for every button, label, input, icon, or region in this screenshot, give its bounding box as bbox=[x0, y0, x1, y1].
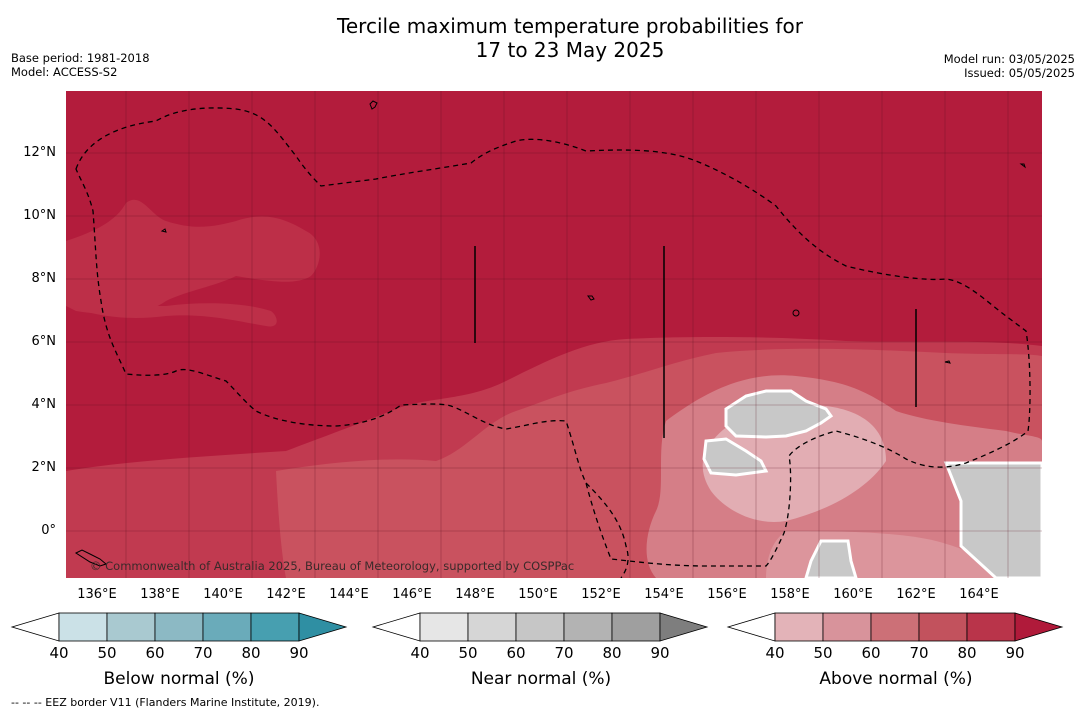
lon-label-152e: 152°E bbox=[581, 587, 621, 602]
lon-label-144e: 144°E bbox=[329, 587, 369, 602]
island-chuuk bbox=[587, 295, 595, 301]
colorbar-below-segment bbox=[250, 612, 300, 642]
island-east bbox=[1019, 163, 1026, 169]
colorbar-near-segment bbox=[515, 612, 565, 642]
lon-label-142e: 142°E bbox=[266, 587, 306, 602]
colorbar-below-title: Below normal (%) bbox=[103, 669, 255, 689]
colorbar-below-segment bbox=[106, 612, 156, 642]
above-tick-50: 50 bbox=[813, 644, 833, 662]
colorbar-below-segment bbox=[154, 612, 204, 642]
below-tick-80: 80 bbox=[241, 644, 261, 662]
colorbar-above-low-extension bbox=[726, 612, 776, 642]
colorbar-above-title: Above normal (%) bbox=[819, 669, 973, 689]
near-normal-blob-2 bbox=[702, 437, 769, 477]
near-normal-blob-3 bbox=[943, 461, 1042, 578]
model-run: Model run: 03/05/2025 bbox=[943, 52, 1075, 66]
near-normal-blob-4 bbox=[804, 539, 858, 578]
colorbar-near-segment bbox=[467, 612, 517, 642]
lon-label-158e: 158°E bbox=[770, 587, 810, 602]
near-tick-40: 40 bbox=[410, 644, 430, 662]
colorbars bbox=[10, 612, 1064, 642]
eez-footnote: -- -- -- EEZ border V11 (Flanders Marine… bbox=[11, 696, 320, 709]
colorbar-below-high-extension bbox=[298, 612, 348, 642]
above-tick-90: 90 bbox=[1005, 644, 1025, 662]
below-tick-60: 60 bbox=[145, 644, 165, 662]
above-tick-70: 70 bbox=[909, 644, 929, 662]
colorbar-above-segment bbox=[966, 612, 1016, 642]
above-tick-40: 40 bbox=[765, 644, 785, 662]
island-guam bbox=[369, 100, 378, 110]
above-tick-60: 60 bbox=[861, 644, 881, 662]
lat-label-8n: 8°N bbox=[31, 271, 57, 286]
island-kosrae bbox=[944, 360, 951, 364]
below-tick-70: 70 bbox=[193, 644, 213, 662]
near-tick-50: 50 bbox=[458, 644, 478, 662]
issued-date: Issued: 05/05/2025 bbox=[964, 66, 1075, 80]
below-tick-40: 40 bbox=[49, 644, 69, 662]
lon-label-162e: 162°E bbox=[896, 587, 936, 602]
colorbar-near-title: Near normal (%) bbox=[470, 669, 612, 689]
lat-label-12n: 12°N bbox=[23, 145, 56, 160]
base-period: Base period: 1981-2018 bbox=[11, 51, 150, 65]
lon-label-156e: 156°E bbox=[707, 587, 747, 602]
lon-label-160e: 160°E bbox=[833, 587, 873, 602]
lon-label-164e: 164°E bbox=[959, 587, 999, 602]
graticule bbox=[66, 91, 1042, 578]
colorbar-near-segment bbox=[419, 612, 469, 642]
colorbar-below-low-extension bbox=[10, 612, 60, 642]
meta-right: Model run: 03/05/2025 Issued: 05/05/2025 bbox=[944, 52, 1075, 80]
colorbar-near-segment bbox=[611, 612, 661, 642]
lat-label-4n: 4°N bbox=[31, 397, 57, 412]
lon-label-148e: 148°E bbox=[455, 587, 495, 602]
lon-label-150e: 150°E bbox=[518, 587, 558, 602]
lon-label-154e: 154°E bbox=[644, 587, 684, 602]
title-line-2: 17 to 23 May 2025 bbox=[475, 38, 665, 62]
copyright-credit: © Commonwealth of Australia 2025, Bureau… bbox=[90, 559, 575, 573]
island-png bbox=[74, 549, 108, 567]
colorbar-above-segment bbox=[870, 612, 920, 642]
chart-title: Tercile maximum temperature probabilitie… bbox=[0, 14, 1085, 62]
eez-border-fsm bbox=[75, 107, 1031, 567]
colorbar-above-segment bbox=[822, 612, 872, 642]
colorbar-below-segment bbox=[58, 612, 108, 642]
colorbar-above-segment bbox=[774, 612, 824, 642]
near-tick-70: 70 bbox=[554, 644, 574, 662]
colorbar-near-segment bbox=[563, 612, 613, 642]
near-tick-80: 80 bbox=[602, 644, 622, 662]
near-tick-90: 90 bbox=[650, 644, 670, 662]
lon-label-138e: 138°E bbox=[140, 587, 180, 602]
islands bbox=[74, 100, 1026, 567]
lat-label-10n: 10°N bbox=[23, 208, 56, 223]
lon-label-146e: 146°E bbox=[392, 587, 432, 602]
lat-label-6n: 6°N bbox=[31, 334, 57, 349]
lat-label-0: 0° bbox=[41, 523, 56, 538]
colorbar-below-segment bbox=[202, 612, 252, 642]
meta-left: Base period: 1981-2018 Model: ACCESS-S2 bbox=[11, 51, 150, 79]
island-yap bbox=[160, 228, 167, 233]
island-pohnpei bbox=[792, 309, 800, 317]
lat-label-2n: 2°N bbox=[31, 460, 57, 475]
probability-map bbox=[66, 91, 1042, 578]
near-normal-blob-1 bbox=[724, 389, 834, 439]
near-tick-60: 60 bbox=[506, 644, 526, 662]
above-80-region-west-2 bbox=[66, 303, 277, 327]
lon-label-136e: 136°E bbox=[77, 587, 117, 602]
colorbar-above-high-extension bbox=[1014, 612, 1064, 642]
colorbar-near-high-extension bbox=[659, 612, 709, 642]
colorbar-above-segment bbox=[918, 612, 968, 642]
lon-label-140e: 140°E bbox=[203, 587, 243, 602]
above-80-region-west bbox=[66, 199, 320, 314]
model-name: Model: ACCESS-S2 bbox=[11, 65, 118, 79]
title-line-1: Tercile maximum temperature probabilitie… bbox=[337, 14, 803, 38]
colorbar-near-low-extension bbox=[371, 612, 421, 642]
below-tick-50: 50 bbox=[97, 644, 117, 662]
below-tick-90: 90 bbox=[289, 644, 309, 662]
eez-border-palau-west bbox=[585, 482, 629, 578]
above-tick-80: 80 bbox=[957, 644, 977, 662]
